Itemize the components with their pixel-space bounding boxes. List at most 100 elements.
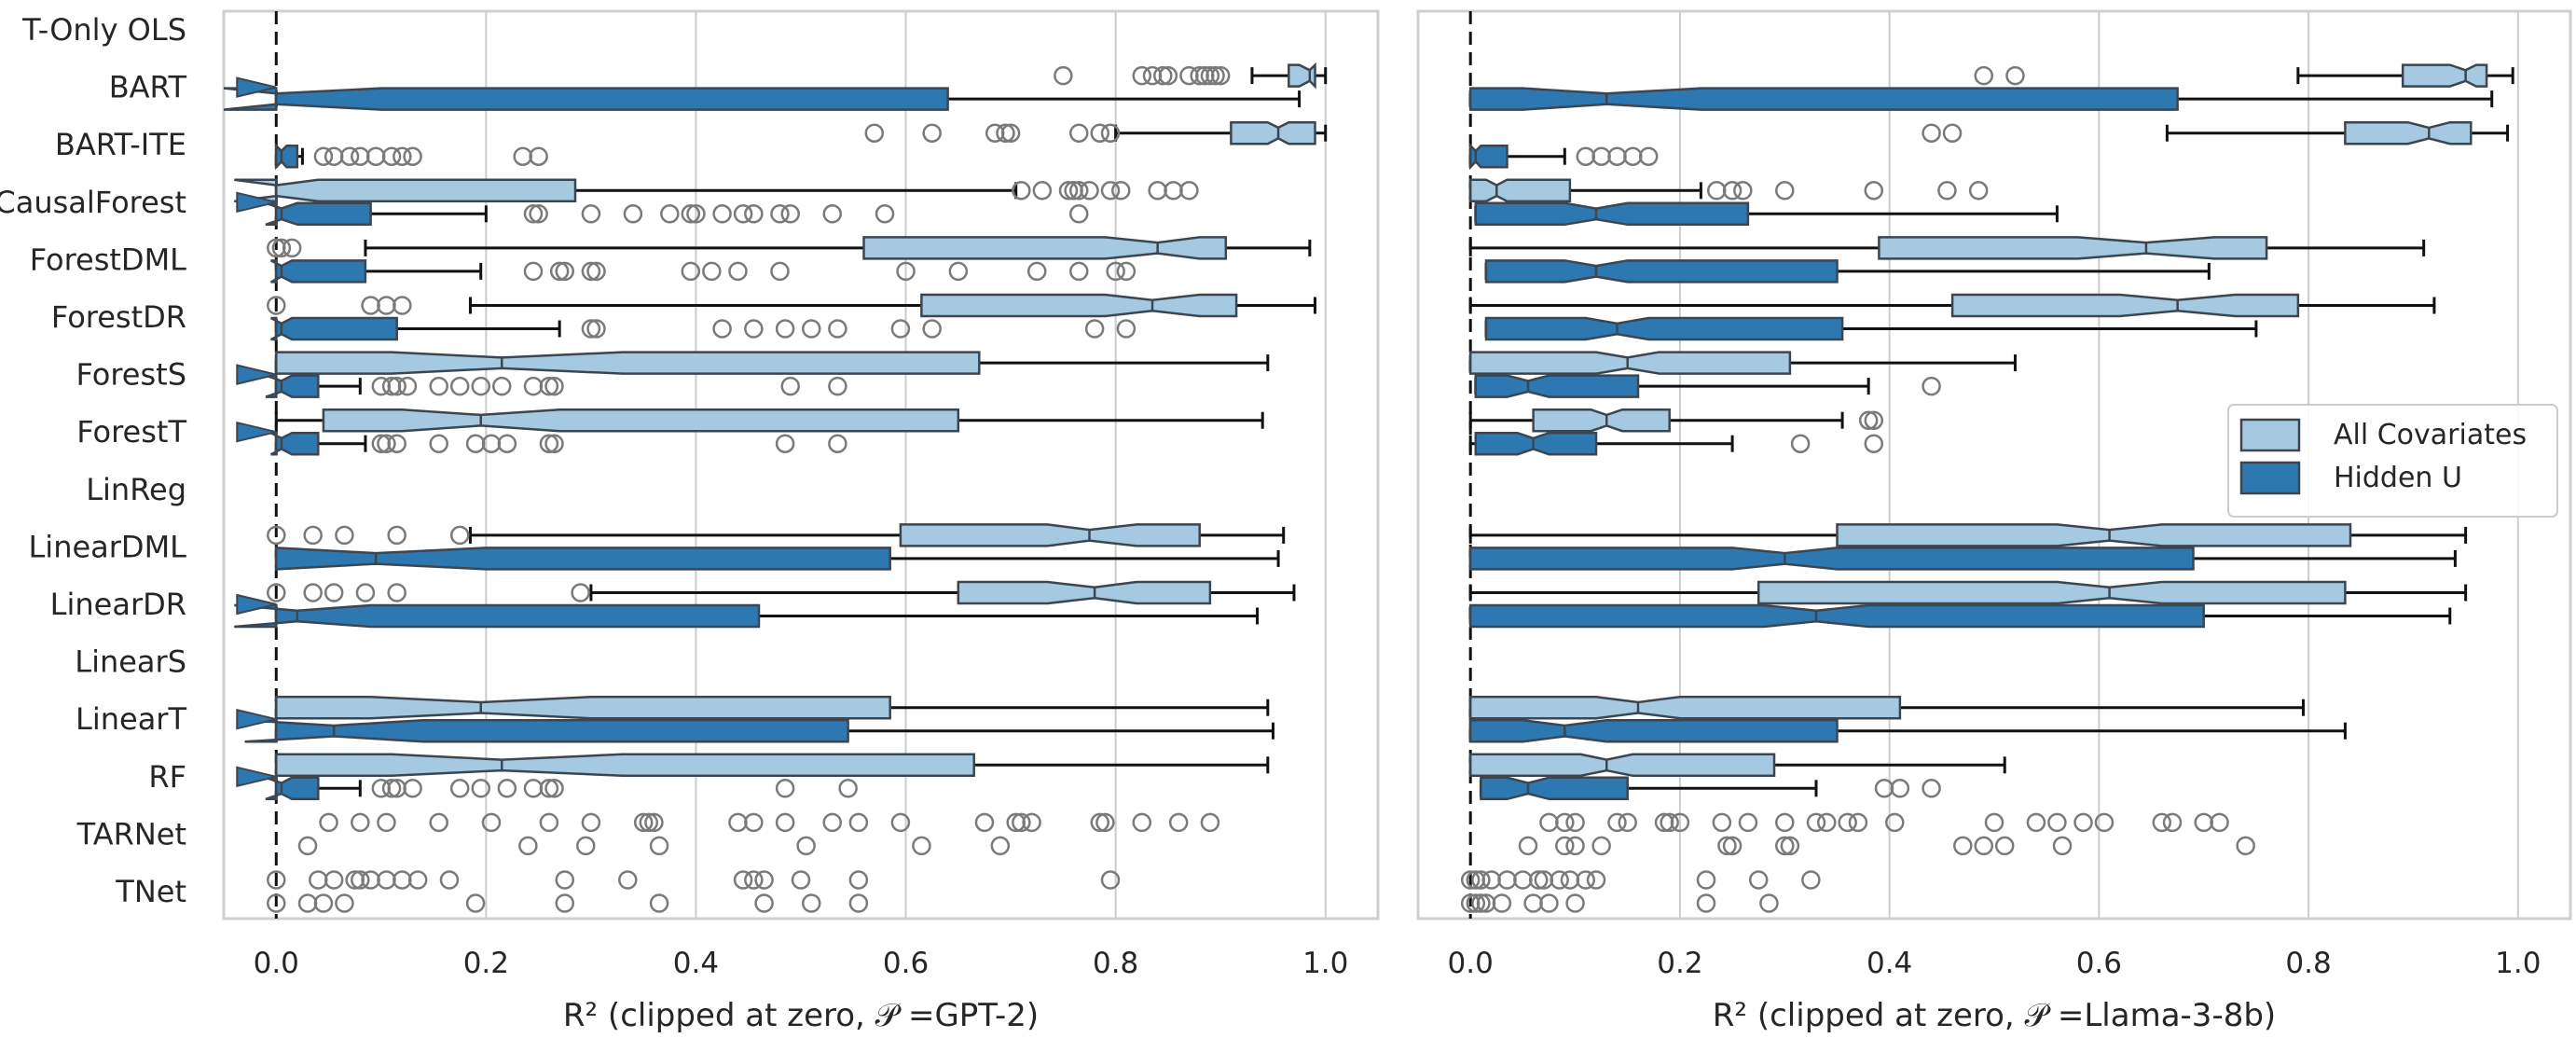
box-hidden-u-lineardml — [1468, 547, 2457, 571]
box-hidden-u-lineardr — [234, 603, 1260, 629]
outlier-point — [555, 893, 575, 913]
outlier-point — [1586, 870, 1606, 890]
notched-box — [1950, 293, 2300, 318]
box-hidden-u-bart-ite — [274, 143, 548, 171]
method-label-forestdml: ForestDML — [30, 242, 186, 277]
outlier-point — [2073, 812, 2093, 833]
outlier-point — [1696, 893, 1716, 913]
outlier-point — [822, 812, 843, 833]
notched-box — [899, 523, 1201, 547]
method-label-tarnet: TARNet — [76, 816, 186, 851]
outlier-point — [1460, 870, 1481, 890]
outlier-point — [838, 779, 858, 798]
notched-box — [275, 695, 891, 720]
box-all-covariates-rf — [274, 753, 1270, 778]
outlier-point — [744, 319, 764, 339]
outlier-point — [523, 204, 544, 224]
x-tick-label: 0.2 — [1657, 947, 1702, 980]
outlier-point — [1748, 870, 1769, 890]
panel-llama: 0.0 0.2 0.4 0.6 0.8 1.0 R² (clipped at zero, 𝒫… — [1416, 9, 2572, 1034]
notched-box — [270, 431, 320, 456]
outlier-point — [586, 319, 606, 339]
box-hidden-u-forests — [1474, 374, 1941, 398]
box-hidden-u-causalforest — [265, 201, 1089, 227]
outlier-point — [1890, 779, 1910, 798]
box-all-covariates-forestt — [1468, 408, 1884, 433]
outlier-point — [1565, 812, 1585, 833]
box-hidden-u-forests — [265, 374, 847, 398]
outlier-point — [387, 434, 406, 453]
outlier-point — [1968, 181, 1989, 201]
outlier-point — [1801, 870, 1821, 890]
outlier-point — [1816, 812, 1837, 833]
box-all-covariates-forests — [274, 351, 1270, 375]
outlier-point — [539, 812, 559, 833]
outlier-point — [848, 812, 869, 833]
notched-box — [1468, 603, 2205, 629]
outlier-point — [775, 434, 795, 453]
outlier-point — [1100, 123, 1121, 143]
outlier-point — [681, 204, 701, 224]
outlier-point — [497, 434, 517, 453]
notched-box — [1468, 87, 2179, 111]
outlier-point — [2162, 812, 2183, 833]
method-label-linreg: LinReg — [86, 472, 186, 507]
outlier-point — [267, 893, 286, 913]
outlier-point — [1200, 812, 1220, 833]
notched-box — [1468, 695, 1902, 720]
outlier-point — [828, 319, 847, 339]
method-label-t-only-ols: T-Only OLS — [21, 12, 186, 48]
outlier-point — [775, 779, 795, 798]
outlier-point — [539, 376, 559, 396]
outlier-point — [586, 261, 606, 282]
outlier-point — [303, 583, 323, 602]
outlier-point — [1068, 181, 1089, 201]
outlier-point — [2047, 812, 2067, 833]
outlier-point — [681, 261, 701, 282]
outlier-point — [712, 319, 732, 339]
x-tick-label: 0.8 — [2285, 947, 2331, 980]
outlier-point — [351, 812, 370, 833]
outlier-point — [2094, 812, 2115, 833]
x-tick-label: 0.0 — [1448, 947, 1494, 980]
x-tick-label: 0.6 — [2076, 947, 2122, 980]
x-tick-label: 0.6 — [883, 947, 929, 980]
outlier-point — [1153, 65, 1173, 86]
outlier-point — [267, 583, 286, 602]
outlier-point — [571, 583, 590, 602]
outlier-point — [990, 836, 1011, 856]
notched-box — [234, 603, 761, 629]
outlier-point — [271, 238, 292, 258]
outlier-point — [618, 870, 638, 890]
outlier-point — [754, 870, 774, 890]
outlier-point — [1722, 181, 1743, 201]
box-hidden-u-lineart — [1468, 718, 2347, 743]
method-label-forestt: ForestT — [76, 414, 186, 450]
notched-box — [1468, 143, 1508, 171]
outlier-point — [555, 261, 575, 282]
x-tick-label: 0.4 — [1867, 947, 1912, 980]
outlier-point — [733, 204, 753, 224]
outlier-point — [1550, 870, 1569, 890]
outlier-point — [1068, 123, 1089, 143]
outlier-point — [1518, 836, 1538, 856]
outlier-point — [581, 812, 601, 833]
outlier-point — [403, 779, 422, 798]
outlier-point — [449, 376, 470, 396]
outlier-point — [324, 583, 344, 602]
outlier-point — [1994, 836, 2015, 856]
box-hidden-u-forestt — [1468, 431, 1884, 456]
outlier-point — [639, 812, 659, 833]
outlier-point — [1090, 812, 1110, 833]
outlier-point — [387, 525, 406, 546]
box-all-covariates-rf — [1468, 753, 2006, 778]
outlier-point — [744, 204, 764, 224]
box-all-covariates-forestdml — [267, 236, 1312, 260]
outlier-point — [1974, 836, 1994, 856]
outlier-point — [491, 376, 512, 396]
outlier-point — [890, 812, 911, 833]
outlier-point — [387, 376, 406, 396]
legend: All Covariates Hidden U — [2227, 404, 2558, 518]
outlier-point — [1576, 870, 1596, 890]
outlier-point — [449, 779, 470, 798]
